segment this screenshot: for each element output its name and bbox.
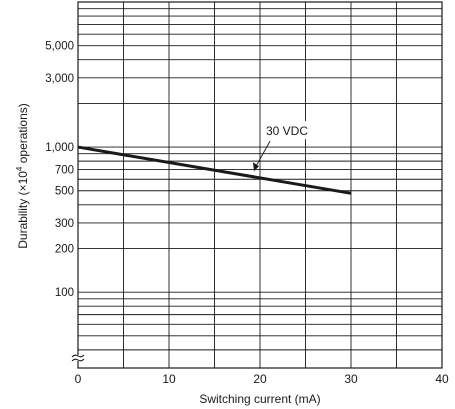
y-axis-label-exponent: 4 <box>15 166 24 171</box>
axis-break-mark <box>71 354 85 358</box>
x-tick-labels: 0 10 20 30 40 <box>75 372 449 386</box>
annotation-leader <box>255 140 271 167</box>
plot-border <box>77 1 443 369</box>
y-tick-label: 200 <box>55 243 74 255</box>
y-tick-label: 5,000 <box>45 41 74 53</box>
plot-frame <box>71 1 443 369</box>
y-tick-label: 3,000 <box>45 73 74 85</box>
axis-break-mark <box>71 358 85 362</box>
y-axis-label: Durability (×104 operations) <box>15 103 30 249</box>
x-tick-label: 0 <box>75 372 82 386</box>
y-tick-labels: 5,000 3,000 1,000 700 500 300 200 100 <box>45 41 74 299</box>
x-tick-label: 40 <box>435 372 449 386</box>
y-tick-label: 700 <box>55 165 74 177</box>
y-axis-label-prefix: Durability (×10 <box>16 171 30 249</box>
series-line <box>77 145 352 195</box>
y-tick-label: 300 <box>55 218 74 230</box>
x-tick-label: 20 <box>253 372 267 386</box>
y-tick-label: 500 <box>55 186 74 198</box>
series: 30 VDC <box>77 121 352 195</box>
x-axis-label: Switching current (mA) <box>199 392 320 406</box>
axis-break-gap <box>74 355 82 361</box>
y-tick-label: 100 <box>55 287 74 299</box>
y-axis-label-suffix: operations) <box>16 103 30 166</box>
series-label-bg <box>264 121 322 140</box>
y-tick-label: 1,000 <box>45 142 74 154</box>
annotation-arrowhead <box>253 162 259 172</box>
grid <box>78 1 442 369</box>
series-label: 30 VDC <box>266 124 308 138</box>
x-tick-label: 10 <box>162 372 176 386</box>
x-tick-label: 30 <box>344 372 358 386</box>
